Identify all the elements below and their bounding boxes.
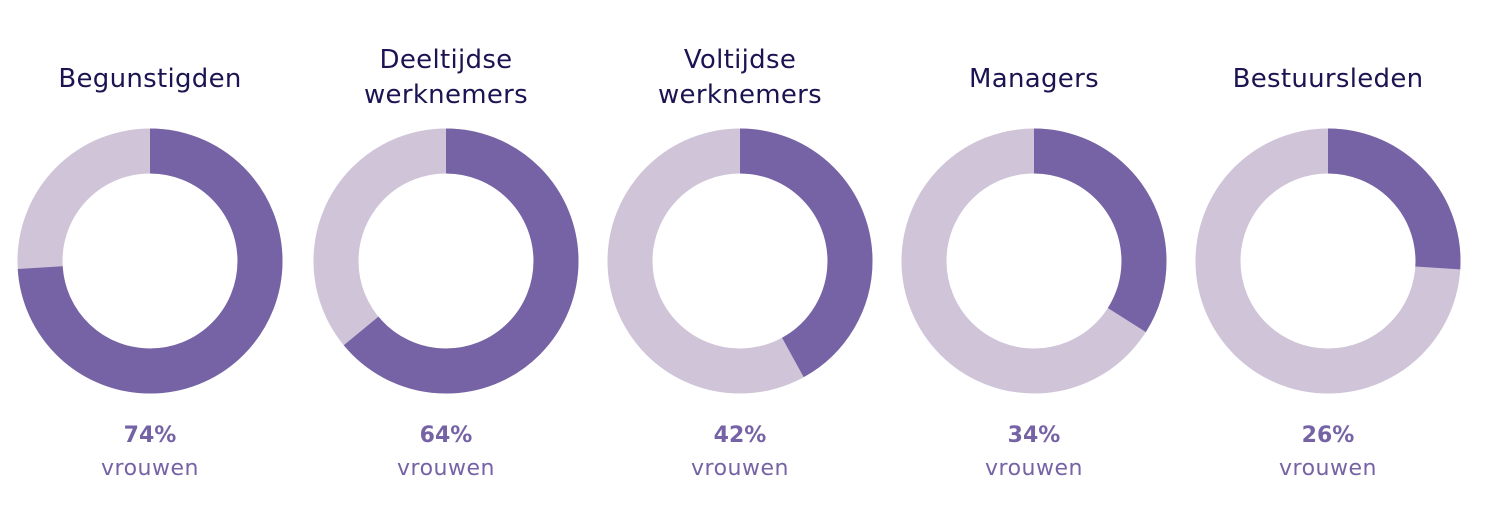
percentage-label: 42%	[713, 423, 767, 448]
percentage-label: 34%	[1007, 423, 1061, 448]
donut-panel: Managers 34% vrouwen	[884, 0, 1184, 512]
percentage-label: 74%	[123, 423, 177, 448]
donut-panel: Deeltijdse werknemers 64% vrouwen	[296, 0, 596, 512]
percentage-label: 26%	[1301, 423, 1355, 448]
chart-title-line: Bestuursleden	[1232, 64, 1424, 94]
unit-label: vrouwen	[985, 456, 1083, 481]
donut-chart	[1195, 128, 1461, 394]
unit-label: vrouwen	[101, 456, 199, 481]
donut-value-slice	[313, 128, 579, 394]
donut-chart	[901, 128, 1167, 394]
unit-label: vrouwen	[1279, 456, 1377, 481]
donut-value-slice	[901, 128, 1167, 394]
chart-title-line: Managers	[969, 64, 1099, 94]
donut-panel: Begunstigden 74% vrouwen	[0, 0, 300, 512]
donut-value-slice	[1195, 128, 1461, 394]
chart-title-line: Voltijdse	[683, 45, 797, 75]
donut-value-slice	[607, 128, 873, 394]
chart-title-line: werknemers	[657, 80, 823, 110]
donut-panel: Bestuursleden 26% vrouwen	[1178, 0, 1478, 512]
donut-chart	[313, 128, 579, 394]
unit-label: vrouwen	[397, 456, 495, 481]
chart-title-line: Deeltijdse	[379, 45, 513, 75]
unit-label: vrouwen	[691, 456, 789, 481]
donut-panel: Voltijdse werknemers 42% vrouwen	[590, 0, 890, 512]
chart-title: Deeltijdse werknemers	[296, 43, 596, 113]
chart-title-line: Begunstigden	[58, 64, 242, 94]
chart-title-line: werknemers	[363, 80, 529, 110]
chart-title: Voltijdse werknemers	[590, 43, 890, 113]
percentage-label: 64%	[419, 423, 473, 448]
donut-value-slice	[17, 128, 283, 394]
chart-title: Bestuursleden	[1178, 62, 1478, 97]
donut-chart	[17, 128, 283, 394]
chart-title: Managers	[884, 62, 1184, 97]
donut-chart	[607, 128, 873, 394]
chart-title: Begunstigden	[0, 62, 300, 97]
